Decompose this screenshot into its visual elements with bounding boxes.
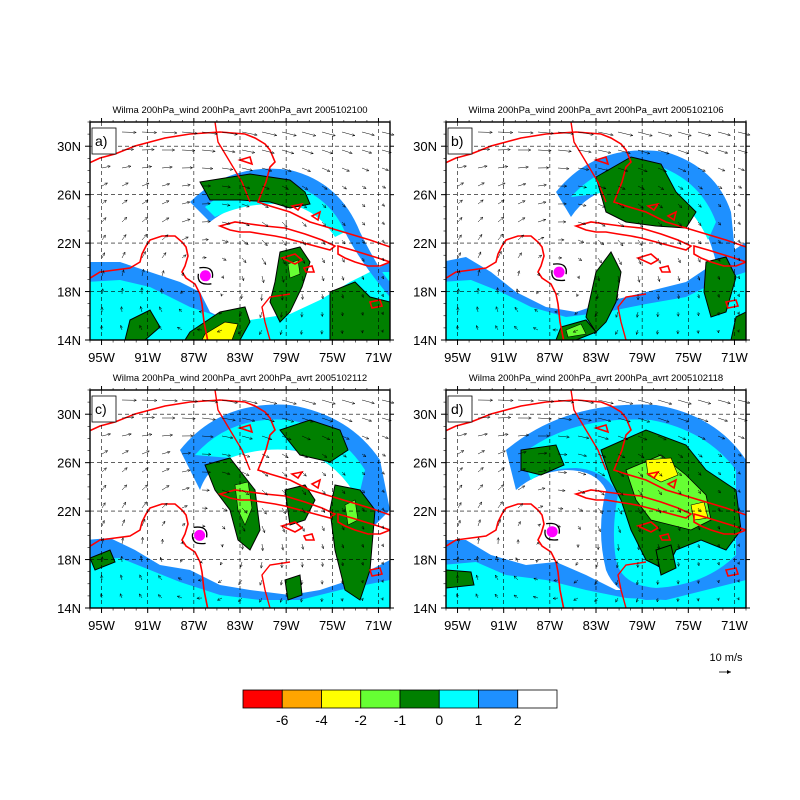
colorbar-label: 0 — [435, 712, 443, 728]
svg-text:a): a) — [95, 133, 107, 149]
panel-d-overlay: 95W 91W 87W 83W 79W 75W 71W 14N 18N 22N 26N 30N Wilm… — [413, 373, 751, 633]
reference-vector: 10 m/s — [709, 652, 743, 674]
y-tick-label: 18N — [57, 553, 81, 568]
x-tick-label: 71W — [365, 350, 392, 365]
panel-label: d) — [447, 395, 473, 423]
y-tick-label: 22N — [57, 504, 81, 519]
y-tick-label: 22N — [57, 236, 81, 251]
x-tick-label: 87W — [180, 350, 207, 365]
x-tick-label: 83W — [227, 350, 254, 365]
x-tick-label: 71W — [721, 618, 748, 633]
panel-label: a) — [91, 127, 117, 155]
y-tick-label: 26N — [57, 456, 81, 471]
x-tick-label: 95W — [444, 618, 471, 633]
y-tick-label: 26N — [57, 188, 81, 203]
colorbar: -6 -4 -2 -1 0 1 2 — [242, 689, 558, 728]
svg-text:c): c) — [95, 401, 107, 417]
panel-c-overlay: 95W 91W 87W 83W 79W 75W 71W 14N 18N 22N 26N 30N Wilm… — [57, 373, 395, 633]
x-tick-label: 91W — [490, 350, 517, 365]
x-tick-label: 95W — [88, 618, 115, 633]
x-tick-label: 79W — [273, 618, 300, 633]
y-tick-label: 30N — [57, 407, 81, 422]
panel-b-overlay: 95W 91W 87W 83W 79W 75W 71W 14N 18N 22N 26N 30N Wilm… — [413, 105, 751, 365]
x-tick-label: 75W — [319, 350, 346, 365]
y-tick-label: 18N — [413, 285, 437, 300]
colorbar-label: -2 — [355, 712, 368, 728]
panel-label: b) — [447, 127, 473, 155]
colorbar-swatch — [478, 689, 519, 709]
colorbar-swatch — [360, 689, 401, 709]
svg-text:d): d) — [451, 401, 463, 417]
x-tick-label: 95W — [88, 350, 115, 365]
colorbar-label: 2 — [514, 712, 522, 728]
x-tick-label: 83W — [583, 350, 610, 365]
x-tick-label: 91W — [490, 618, 517, 633]
x-tick-label: 79W — [629, 350, 656, 365]
reference-vector-arrowhead — [727, 670, 731, 674]
colorbar-label: -6 — [276, 712, 289, 728]
x-tick-label: 87W — [180, 618, 207, 633]
y-tick-label: 26N — [413, 456, 437, 471]
y-tick-label: 30N — [413, 407, 437, 422]
panel-a-overlay: 95W 91W 87W 83W 79W 75W 71W 14N 18N 22N 26N 30N Wilm… — [57, 105, 395, 365]
panel-title: Wilma 200hPa_wind 200hPa_avrt 200hPa_avr… — [469, 373, 723, 384]
y-tick-label: 30N — [413, 139, 437, 154]
colorbar-swatch — [517, 689, 558, 709]
x-tick-label: 79W — [273, 350, 300, 365]
x-tick-label: 83W — [583, 618, 610, 633]
x-tick-label: 75W — [675, 618, 702, 633]
hurricane-center-marker — [544, 522, 561, 541]
colorbar-swatch — [399, 689, 440, 709]
overlay-layer: 95W 91W 87W 83W 79W 75W 71W 14N 18N 22N 26N 30N Wilm… — [57, 105, 751, 633]
x-tick-label: 95W — [444, 350, 471, 365]
panel-label: c) — [91, 395, 117, 423]
wind-vectors — [456, 398, 751, 603]
panel-c — [90, 390, 390, 608]
x-tick-label: 91W — [134, 350, 161, 365]
x-tick-label: 91W — [134, 618, 161, 633]
panel-d — [446, 390, 746, 608]
y-tick-label: 18N — [57, 285, 81, 300]
x-tick-label: 83W — [227, 618, 254, 633]
colorbar-swatch — [281, 689, 322, 709]
colorbar-label: -1 — [394, 712, 407, 728]
x-tick-label: 79W — [629, 618, 656, 633]
panel-title: Wilma 200hPa_wind 200hPa_avrt 200hPa_avr… — [113, 373, 367, 384]
hurricane-center-marker — [551, 263, 567, 282]
wind-vectors — [456, 130, 751, 335]
x-tick-label: 75W — [319, 618, 346, 633]
x-tick-label: 71W — [365, 618, 392, 633]
colorbar-swatch — [242, 689, 283, 709]
y-tick-label: 22N — [413, 504, 437, 519]
y-tick-label: 14N — [413, 601, 437, 616]
panel-title: Wilma 200hPa_wind 200hPa_avrt 200hPa_avr… — [112, 105, 367, 116]
y-tick-label: 14N — [57, 333, 81, 348]
y-tick-label: 14N — [57, 601, 81, 616]
x-tick-label: 87W — [536, 618, 563, 633]
panel-title: Wilma 200hPa_wind 200hPa_avrt 200hPa_avr… — [468, 105, 723, 116]
x-tick-label: 75W — [675, 350, 702, 365]
y-tick-label: 30N — [57, 139, 81, 154]
y-tick-label: 14N — [413, 333, 437, 348]
hurricane-center-marker — [197, 266, 214, 285]
colorbar-swatch — [438, 689, 479, 709]
colorbar-label: -4 — [315, 712, 328, 728]
colorbar-swatch — [321, 689, 362, 709]
x-tick-label: 87W — [536, 350, 563, 365]
x-tick-label: 71W — [721, 350, 748, 365]
y-tick-label: 18N — [413, 553, 437, 568]
colorbar-label: 1 — [475, 712, 483, 728]
y-tick-label: 26N — [413, 188, 437, 203]
y-tick-label: 22N — [413, 236, 437, 251]
wind-vectors — [100, 398, 395, 603]
wind-vectors — [100, 130, 395, 335]
reference-vector-label: 10 m/s — [709, 652, 743, 664]
svg-text:b): b) — [451, 133, 463, 149]
hurricane-center-marker — [191, 526, 208, 545]
